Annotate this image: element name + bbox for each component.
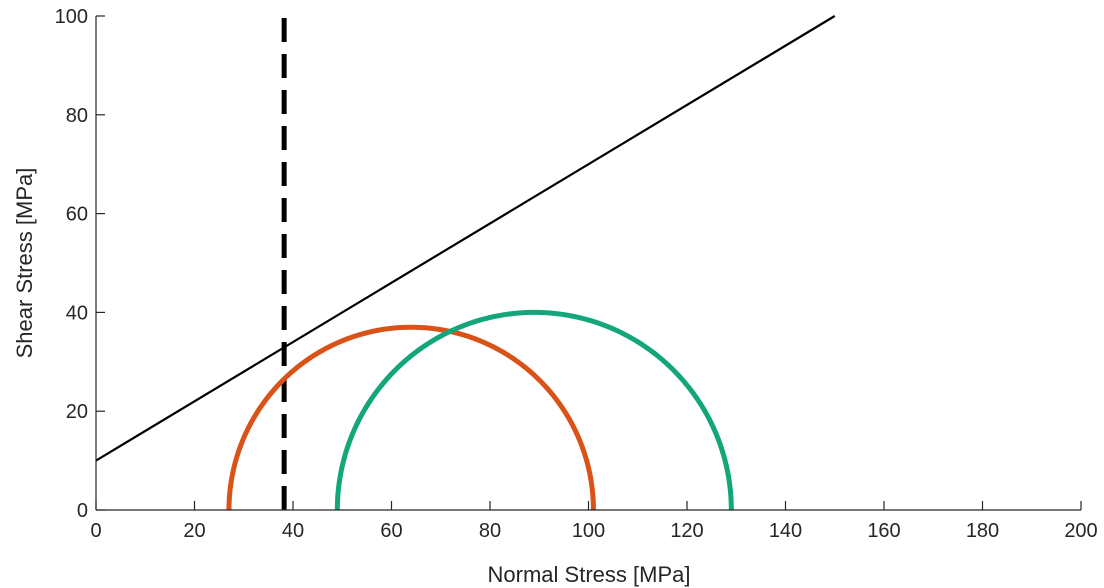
- x-tick-label: 200: [1064, 520, 1097, 542]
- axes: 0 20 40 60 80 100 120 140 160 180 200 0 20 40 60 80 100: [55, 6, 1098, 542]
- y-axis-title: Shear Stress [MPa]: [12, 168, 37, 359]
- y-tick-label: 40: [66, 302, 88, 324]
- y-tick-label: 80: [66, 105, 88, 127]
- x-tick-label: 0: [90, 520, 101, 542]
- mohr-circle-1: [226, 324, 596, 510]
- x-tick-label: 180: [966, 520, 999, 542]
- y-tick-label: 0: [77, 500, 88, 522]
- mohr-circle-2: [334, 309, 734, 510]
- failure-envelope-line: [96, 15, 836, 462]
- y-tick-label: 100: [55, 6, 88, 28]
- x-tick-label: 60: [380, 520, 402, 542]
- x-tick-label: 20: [183, 520, 205, 542]
- x-axis-title: Normal Stress [MPa]: [488, 562, 691, 587]
- x-tick-label: 120: [670, 520, 703, 542]
- series-group: [96, 15, 836, 510]
- x-tick-label: 40: [282, 520, 304, 542]
- x-tick-label: 100: [572, 520, 605, 542]
- y-tick-label: 20: [66, 401, 88, 423]
- x-tick-label: 140: [769, 520, 802, 542]
- x-tick-label: 80: [479, 520, 501, 542]
- x-tick-label: 160: [867, 520, 900, 542]
- y-tick-label: 60: [66, 204, 88, 226]
- plot-area: [96, 15, 836, 510]
